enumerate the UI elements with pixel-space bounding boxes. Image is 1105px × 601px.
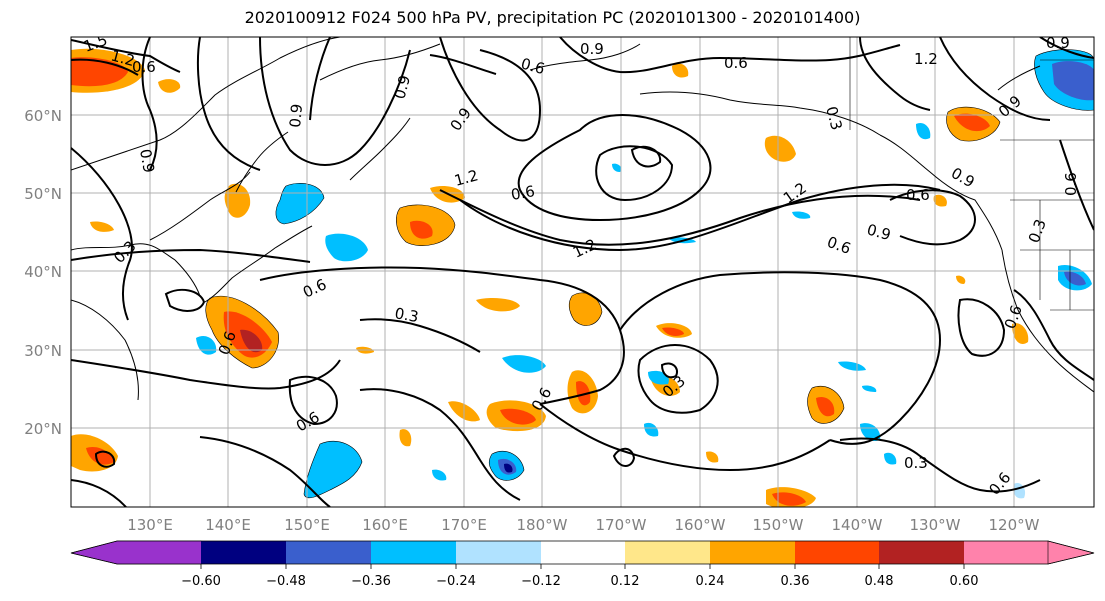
precip-positive-shading — [71, 48, 1029, 507]
lon-label: 150°W — [753, 516, 804, 534]
colorbar-swatch — [795, 541, 879, 564]
colorbar-swatch — [541, 541, 625, 564]
contour-labels: 1.5 1.2 0.6 0.9 0.9 0.6 0.9 0.6 1.2 0.9 … — [81, 34, 1080, 499]
colorbar-tick-label: 0.24 — [696, 574, 725, 589]
latitude-labels: 60°N 50°N 40°N 30°N 20°N — [24, 107, 62, 438]
contour-label: 0.6 — [906, 186, 930, 204]
colorbar-swatch — [964, 541, 1048, 564]
map-title: 2020100912 F024 500 hPa PV, precipitatio… — [244, 8, 861, 27]
contour-label: 1.2 — [109, 46, 137, 70]
lon-label: 130°W — [910, 516, 961, 534]
contour-label: 0.6 — [1062, 172, 1080, 196]
map-area — [71, 37, 1094, 507]
map-border — [70, 36, 1095, 508]
lon-label: 140°E — [205, 516, 251, 534]
lon-label: 140°W — [832, 516, 883, 534]
colorbar-tick-label: −0.12 — [521, 574, 561, 589]
lon-label: 120°W — [989, 516, 1040, 534]
colorbar-swatch — [879, 541, 964, 564]
colorbar-tick-label: −0.24 — [436, 574, 476, 589]
contour-label: 0.9 — [1046, 34, 1070, 52]
contour-label: 0.9 — [390, 73, 414, 101]
contour-label: 0.6 — [519, 54, 547, 78]
contour-label: 1.2 — [914, 50, 938, 68]
political-borders — [849, 37, 1094, 311]
contour-label: 0.3 — [904, 454, 928, 472]
colorbar-ticks — [200, 564, 965, 569]
lon-label: 130°E — [127, 516, 173, 534]
lat-label: 30°N — [24, 342, 62, 360]
lon-label: 160°W — [675, 516, 726, 534]
lon-label: 160°E — [362, 516, 408, 534]
colorbar-swatch — [201, 541, 286, 564]
lat-label: 20°N — [24, 420, 62, 438]
colorbar-tick-label: −0.60 — [181, 574, 221, 589]
colorbar-tick-label: 0.60 — [950, 574, 979, 589]
colorbar-max-extension — [1047, 540, 1095, 565]
lon-label: 170°W — [596, 516, 647, 534]
coastlines — [71, 37, 1094, 401]
colorbar-swatch — [117, 541, 201, 564]
contour-label: 0.6 — [724, 54, 748, 72]
colorbar-swatch — [625, 541, 710, 564]
colorbar-tick-label: −0.36 — [351, 574, 391, 589]
contour-label: 0.6 — [132, 58, 156, 76]
contour-label: 0.6 — [510, 182, 537, 204]
colorbar-swatch — [710, 541, 795, 564]
colorbar-tick-label: 0.48 — [865, 574, 894, 589]
contour-label: 0.3 — [393, 304, 420, 326]
contour-label: 0.9 — [865, 220, 893, 244]
lat-label: 40°N — [24, 263, 62, 281]
colorbar-swatch — [286, 541, 371, 564]
lat-label: 50°N — [24, 185, 62, 203]
colorbar-swatch — [456, 541, 541, 564]
colorbar-swatch — [371, 541, 456, 564]
lon-label: 180°W — [517, 516, 568, 534]
colorbar-tick-label: 0.36 — [781, 574, 810, 589]
colorbar: −0.60 −0.48 −0.36 −0.24 −0.12 0.12 0.24 … — [70, 540, 1095, 589]
contour-label: 0.9 — [580, 40, 604, 58]
contour-label: 0.9 — [286, 103, 306, 128]
colorbar-outline — [70, 540, 1095, 565]
contour-label: 0.3 — [822, 104, 846, 132]
lon-label: 150°E — [284, 516, 330, 534]
longitude-labels: 130°E 140°E 150°E 160°E 170°E 180°W 170°… — [127, 516, 1039, 534]
contour-label: 0.9 — [136, 148, 158, 175]
colorbar-tick-label: −0.48 — [266, 574, 306, 589]
contour-label: 1.2 — [452, 166, 480, 190]
colorbar-tick-label: 0.12 — [611, 574, 640, 589]
lat-label: 60°N — [24, 107, 62, 125]
pv-contours — [71, 37, 1094, 507]
lon-label: 170°E — [441, 516, 487, 534]
